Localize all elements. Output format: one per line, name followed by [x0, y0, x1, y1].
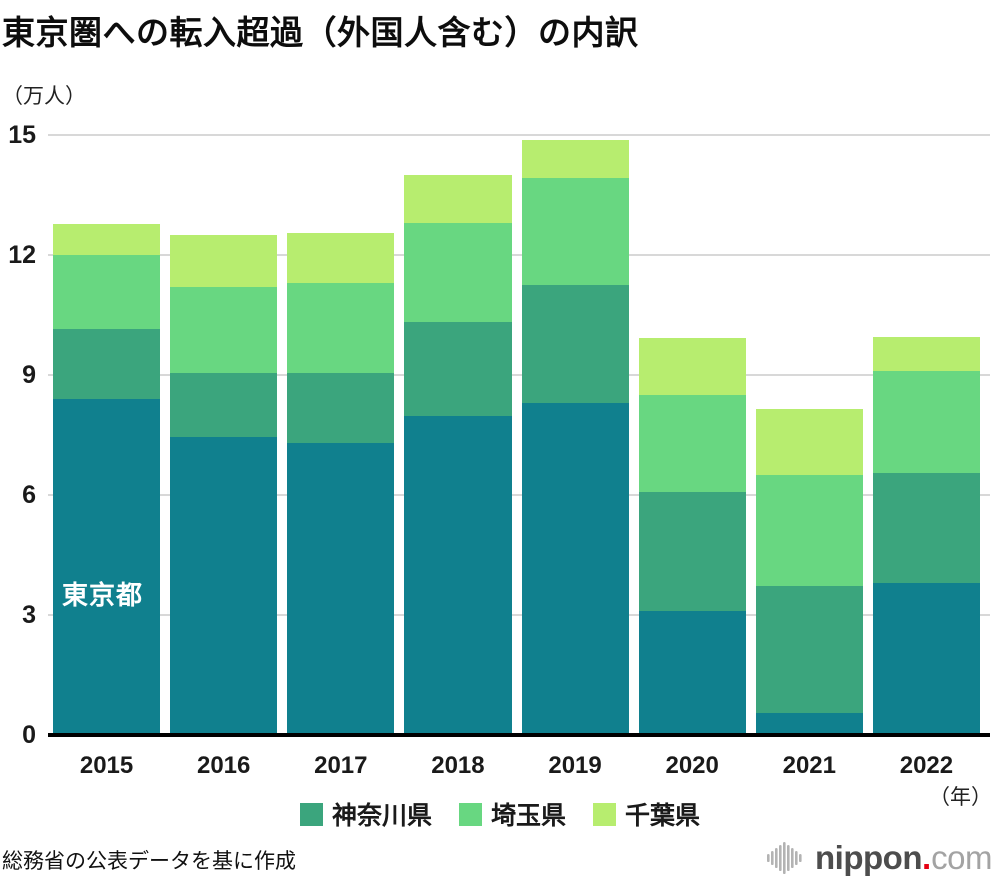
y-tick-label-12: 12 — [8, 241, 36, 269]
bar-segment-saitama-2015 — [53, 255, 161, 329]
x-tick-label-2016: 2016 — [196, 752, 251, 779]
chart-title: 東京圏への転入超過（外国人含む）の内訳 — [2, 14, 639, 51]
x-tick-label-2019: 2019 — [548, 752, 602, 779]
gridline-9 — [48, 374, 990, 376]
bar-2017 — [287, 233, 395, 735]
y-tick-label-6: 6 — [22, 481, 36, 509]
bar-segment-kanagawa-2015 — [53, 329, 161, 399]
x-axis-unit-label: （年） — [929, 786, 992, 809]
legend-item-saitama: 埼玉県 — [458, 796, 566, 832]
x-tick-label-2022: 2022 — [899, 752, 954, 779]
bar-segment-kanagawa-2016 — [170, 373, 278, 437]
gridline-15 — [48, 134, 990, 136]
y-tick-label-9: 9 — [22, 361, 36, 389]
bar-segment-tokyo-2016 — [170, 437, 278, 735]
legend-swatch-chiba — [593, 802, 616, 826]
x-tick-label-2017: 2017 — [314, 752, 368, 779]
legend-swatch-kanagawa — [299, 802, 323, 826]
bar-segment-chiba-2020 — [638, 337, 746, 396]
bar-segment-saitama-2022 — [872, 371, 980, 473]
bar-segment-kanagawa-2020 — [638, 492, 746, 611]
bar-2020 — [638, 337, 746, 735]
bar-2019 — [521, 139, 629, 735]
legend-label-chiba: 千葉県 — [625, 802, 701, 830]
bar-segment-chiba-2017 — [287, 233, 395, 283]
x-tick-label-2021: 2021 — [782, 752, 836, 779]
bar-segment-tokyo-2018 — [404, 415, 512, 735]
logo-red-dot: . — [921, 839, 932, 876]
x-tick-label-2015: 2015 — [79, 752, 134, 779]
bar-segment-chiba-2016 — [170, 235, 278, 287]
bar-segment-saitama-2020 — [638, 395, 746, 493]
legend-label-saitama: 埼玉県 — [490, 802, 566, 830]
x-tick-label-2020: 2020 — [665, 752, 719, 779]
legend-item-chiba: 千葉県 — [593, 796, 700, 832]
logo-text-com: com — [931, 839, 992, 876]
bar-segment-saitama-2016 — [170, 287, 278, 373]
y-tick-label-15: 15 — [8, 121, 36, 149]
bar-segment-tokyo-2017 — [287, 443, 395, 735]
legend-swatch-saitama — [458, 802, 482, 826]
bar-segment-chiba-2022 — [872, 336, 980, 372]
bar-2016 — [170, 235, 278, 735]
x-tick-label-2018: 2018 — [431, 752, 485, 779]
bar-segment-tokyo-2020 — [638, 610, 746, 735]
bar-segment-chiba-2019 — [521, 139, 629, 178]
x-axis-baseline — [48, 733, 990, 737]
bar-segment-chiba-2021 — [755, 408, 863, 476]
bar-plot-area — [53, 139, 980, 735]
bar-segment-saitama-2018 — [404, 223, 512, 322]
tokyo-segment-label: 東京都 — [62, 580, 144, 610]
bar-segment-tokyo-2019 — [521, 403, 629, 735]
bar-segment-kanagawa-2022 — [872, 472, 980, 583]
bar-2018 — [404, 174, 512, 735]
sound-bars-icon — [767, 838, 805, 878]
bar-segment-saitama-2021 — [755, 475, 863, 587]
legend-label-kanagawa: 神奈川県 — [331, 802, 432, 830]
gridline-3 — [48, 614, 990, 616]
bar-2022 — [872, 336, 980, 735]
y-tick-label-0: 0 — [22, 721, 36, 749]
bar-2021 — [755, 408, 863, 735]
x-axis-labels: 2015 2016 2017 2018 2019 2020 2021 2022 — [53, 752, 980, 780]
bar-2015 — [53, 223, 161, 735]
gridline-6 — [48, 494, 990, 496]
bar-segment-saitama-2017 — [287, 283, 395, 373]
bar-segment-tokyo-2015 — [53, 399, 161, 735]
bar-segment-kanagawa-2018 — [404, 321, 512, 416]
bar-segment-chiba-2018 — [404, 174, 512, 224]
gridline-12 — [48, 254, 990, 256]
bar-segment-kanagawa-2019 — [521, 284, 629, 403]
source-note: 総務省の公表データを基に作成 — [2, 850, 296, 873]
bar-segment-kanagawa-2017 — [287, 373, 395, 443]
logo-text-nippon: nippon — [815, 839, 922, 876]
bar-segment-kanagawa-2021 — [755, 586, 863, 714]
legend: 神奈川県 埼玉県 千葉県 — [0, 796, 1000, 832]
bar-segment-chiba-2015 — [53, 223, 161, 255]
bar-segment-saitama-2019 — [521, 177, 629, 285]
bar-segment-tokyo-2021 — [755, 713, 863, 735]
y-tick-label-3: 3 — [22, 601, 36, 629]
bar-segment-tokyo-2022 — [872, 583, 980, 735]
nippon-com-logo: nippon. com — [767, 838, 992, 878]
y-axis-unit-label: （万人） — [2, 85, 86, 108]
legend-item-kanagawa: 神奈川県 — [299, 796, 432, 832]
